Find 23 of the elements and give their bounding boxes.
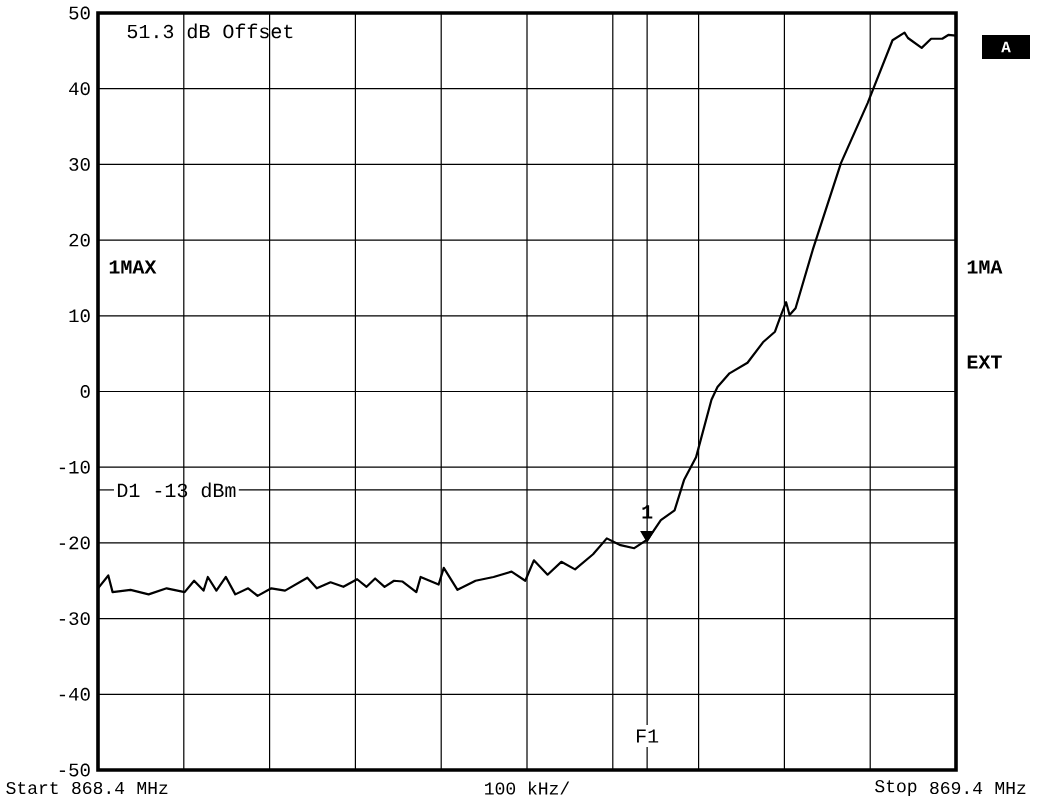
y-tick-label: 40 (69, 82, 90, 96)
y-tick-label: 50 (69, 6, 90, 20)
x-tick-label: 868.4 (72, 781, 125, 795)
x-axis-title: 100 kHz/ (485, 781, 570, 795)
annotation: 1MAX (109, 260, 157, 274)
text: MHz (137, 782, 168, 794)
text: Start (6, 781, 58, 795)
text: Stop (875, 780, 917, 796)
x-tick-label: 869.4 (930, 781, 983, 795)
y-tick-label: -10 (59, 460, 90, 474)
y-tick-label: -30 (59, 612, 90, 626)
y-tick-label: 20 (69, 233, 90, 247)
text: EXT (967, 355, 1002, 369)
y-tick-label: 30 (69, 157, 90, 171)
text: A (1001, 41, 1011, 53)
y-tick-label: 0 (80, 385, 90, 398)
ref-line-label: F1 (637, 729, 659, 743)
y-tick-label: 10 (69, 309, 90, 323)
y-tick-label: -20 (59, 536, 90, 550)
y-tick-label: -50 (59, 763, 90, 777)
y-tick-label: -40 (59, 687, 90, 701)
text: 1MA (967, 260, 1003, 274)
text: MHz (995, 782, 1026, 794)
